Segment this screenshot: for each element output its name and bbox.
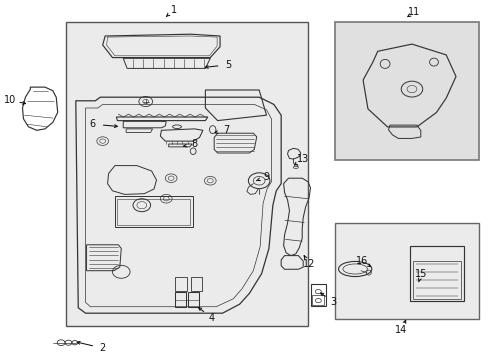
Text: 6: 6 [90, 119, 96, 129]
Bar [188, 292, 199, 307]
Bar [190, 277, 202, 291]
Bar [310, 284, 325, 306]
Text: 7: 7 [223, 125, 228, 135]
Bar [175, 292, 185, 307]
Bar [175, 277, 186, 291]
Bar [409, 246, 463, 301]
Text: 3: 3 [330, 297, 336, 307]
Bar [66, 22, 307, 326]
Bar [334, 22, 478, 160]
Text: 13: 13 [296, 154, 309, 164]
Text: 2: 2 [100, 343, 105, 353]
Text: 10: 10 [3, 95, 16, 105]
Bar [334, 223, 478, 319]
Bar [115, 196, 193, 227]
Text: 12: 12 [302, 258, 315, 269]
Bar [117, 199, 189, 225]
Bar [312, 295, 324, 305]
Text: 15: 15 [414, 269, 427, 279]
Bar [412, 261, 460, 298]
Text: 5: 5 [225, 60, 231, 70]
Text: 16: 16 [355, 256, 367, 266]
Text: 14: 14 [394, 325, 407, 336]
Text: 1: 1 [170, 5, 176, 15]
Text: 8: 8 [191, 139, 197, 149]
Text: 9: 9 [263, 172, 268, 182]
Text: 4: 4 [208, 312, 214, 323]
Text: 11: 11 [407, 7, 420, 17]
